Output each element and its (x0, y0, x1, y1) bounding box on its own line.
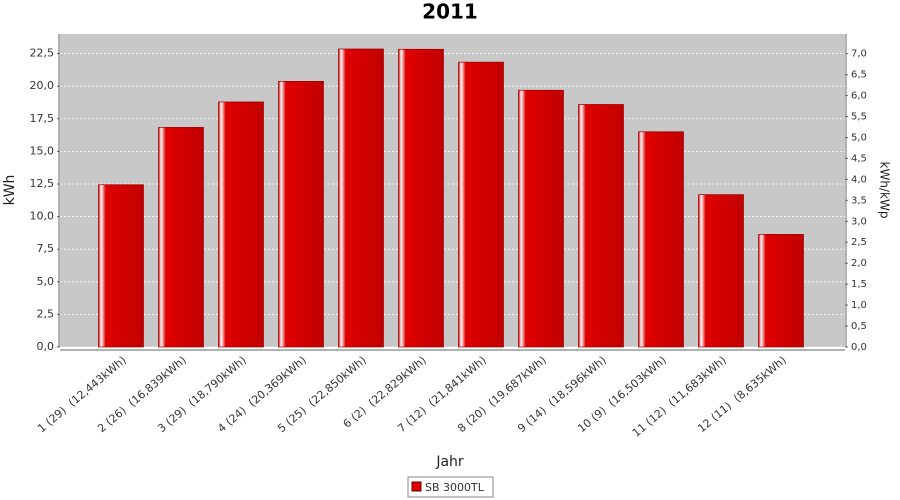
bar (398, 48, 444, 348)
y2-tick-label: 1,0 (851, 300, 867, 311)
y-tick-label: 10,0 (30, 210, 55, 223)
legend-label: SB 3000TL (425, 481, 485, 494)
bar (638, 131, 684, 348)
y2-tick-label: 2,0 (851, 258, 867, 269)
bar (518, 89, 564, 348)
y2-tick-label: 5,0 (851, 132, 867, 143)
y-tick-label: 5,0 (37, 275, 55, 288)
bar (218, 101, 264, 348)
bar (698, 194, 744, 348)
y-tick-label: 12,5 (30, 177, 55, 190)
y2-tick-label: 3,0 (851, 216, 867, 227)
y2-tick-label: 4,0 (851, 174, 867, 185)
y2-tick-label: 5,5 (851, 112, 867, 123)
y-tick-label: 2,5 (37, 307, 55, 320)
bar (338, 48, 384, 348)
y2-tick-label: 7,0 (851, 49, 867, 60)
y2-tick-label: 4,5 (851, 153, 867, 164)
bar (98, 184, 144, 348)
y-tick-label: 7,5 (37, 242, 55, 255)
bar (278, 81, 324, 348)
y2-tick-label: 2,5 (851, 237, 867, 248)
y-tick-label: 0,0 (37, 340, 55, 353)
y2-tick-label: 6,5 (851, 70, 867, 81)
y2-tick-label: 0,5 (851, 321, 867, 332)
legend-swatch (411, 481, 422, 492)
bar (158, 127, 204, 348)
y2-axis-title: kWh/kWp (878, 162, 892, 219)
y2-tick-label: 0,0 (851, 342, 867, 353)
bar (758, 234, 804, 348)
chart-title: 2011 (422, 0, 478, 24)
y-tick-label: 20,0 (30, 79, 55, 92)
y-axis-title: kWh (2, 175, 18, 206)
bar (578, 104, 624, 348)
y-tick-label: 17,5 (30, 112, 55, 125)
legend-box (407, 476, 494, 498)
y-tick-label: 22,5 (30, 47, 55, 60)
y2-tick-label: 1,5 (851, 279, 867, 290)
y2-tick-label: 3,5 (851, 195, 867, 206)
y-tick-label: 15,0 (30, 144, 55, 157)
bar (458, 61, 504, 348)
y2-tick-label: 6,0 (851, 91, 867, 102)
x-axis-title: Jahr (435, 454, 464, 470)
